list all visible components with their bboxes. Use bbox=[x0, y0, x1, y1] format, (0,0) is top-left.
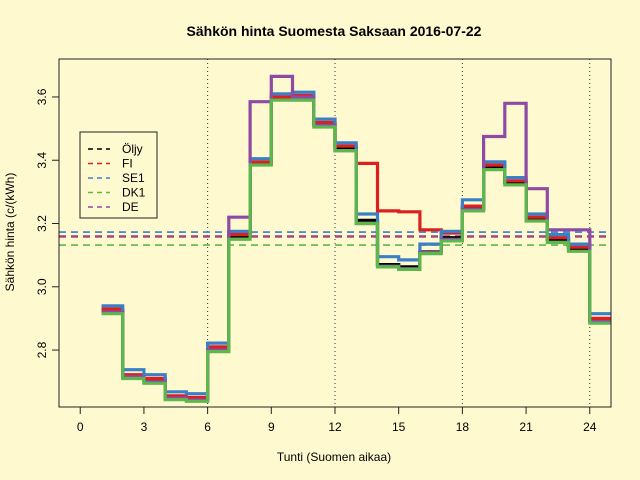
x-tick-label-0: 0 bbox=[77, 420, 84, 434]
x-axis-label: Tunti (Suomen aikaa) bbox=[277, 450, 391, 464]
y-tick-label-1: 3.0 bbox=[35, 278, 49, 295]
y-tick-label-4: 3.6 bbox=[35, 88, 49, 105]
x-tick-label-15: 15 bbox=[392, 420, 406, 434]
x-tick-label-21: 21 bbox=[519, 420, 533, 434]
legend-label-dk1: DK1 bbox=[122, 186, 146, 200]
chart-title: Sähkön hinta Suomesta Saksaan 2016-07-22 bbox=[187, 23, 482, 39]
legend-label-se1: SE1 bbox=[122, 171, 145, 185]
y-tick-label-3: 3.4 bbox=[35, 152, 49, 169]
x-tick-label-9: 9 bbox=[268, 420, 275, 434]
x-axis: 0 3 6 9 12 15 18 21 24 bbox=[77, 407, 597, 434]
series-line-dk1 bbox=[101, 98, 611, 403]
y-tick-label-2: 3.2 bbox=[35, 215, 49, 232]
legend-label-oljy: Öljy bbox=[122, 142, 143, 156]
y-axis-label: Sähkön hinta (c/(kWh) bbox=[3, 173, 17, 292]
legend-label-de: DE bbox=[122, 200, 139, 214]
y-tick-label-0: 2.8 bbox=[35, 341, 49, 358]
x-tick-label-24: 24 bbox=[583, 420, 597, 434]
legend-label-fi: FI bbox=[122, 157, 133, 171]
x-tick-label-18: 18 bbox=[456, 420, 470, 434]
x-tick-label-12: 12 bbox=[328, 420, 342, 434]
legend-box bbox=[79, 131, 158, 219]
x-tick-label-6: 6 bbox=[204, 420, 211, 434]
x-tick-label-3: 3 bbox=[141, 420, 148, 434]
y-axis: 2.8 3.0 3.2 3.4 3.6 bbox=[35, 88, 59, 358]
plot-layer bbox=[59, 59, 611, 407]
